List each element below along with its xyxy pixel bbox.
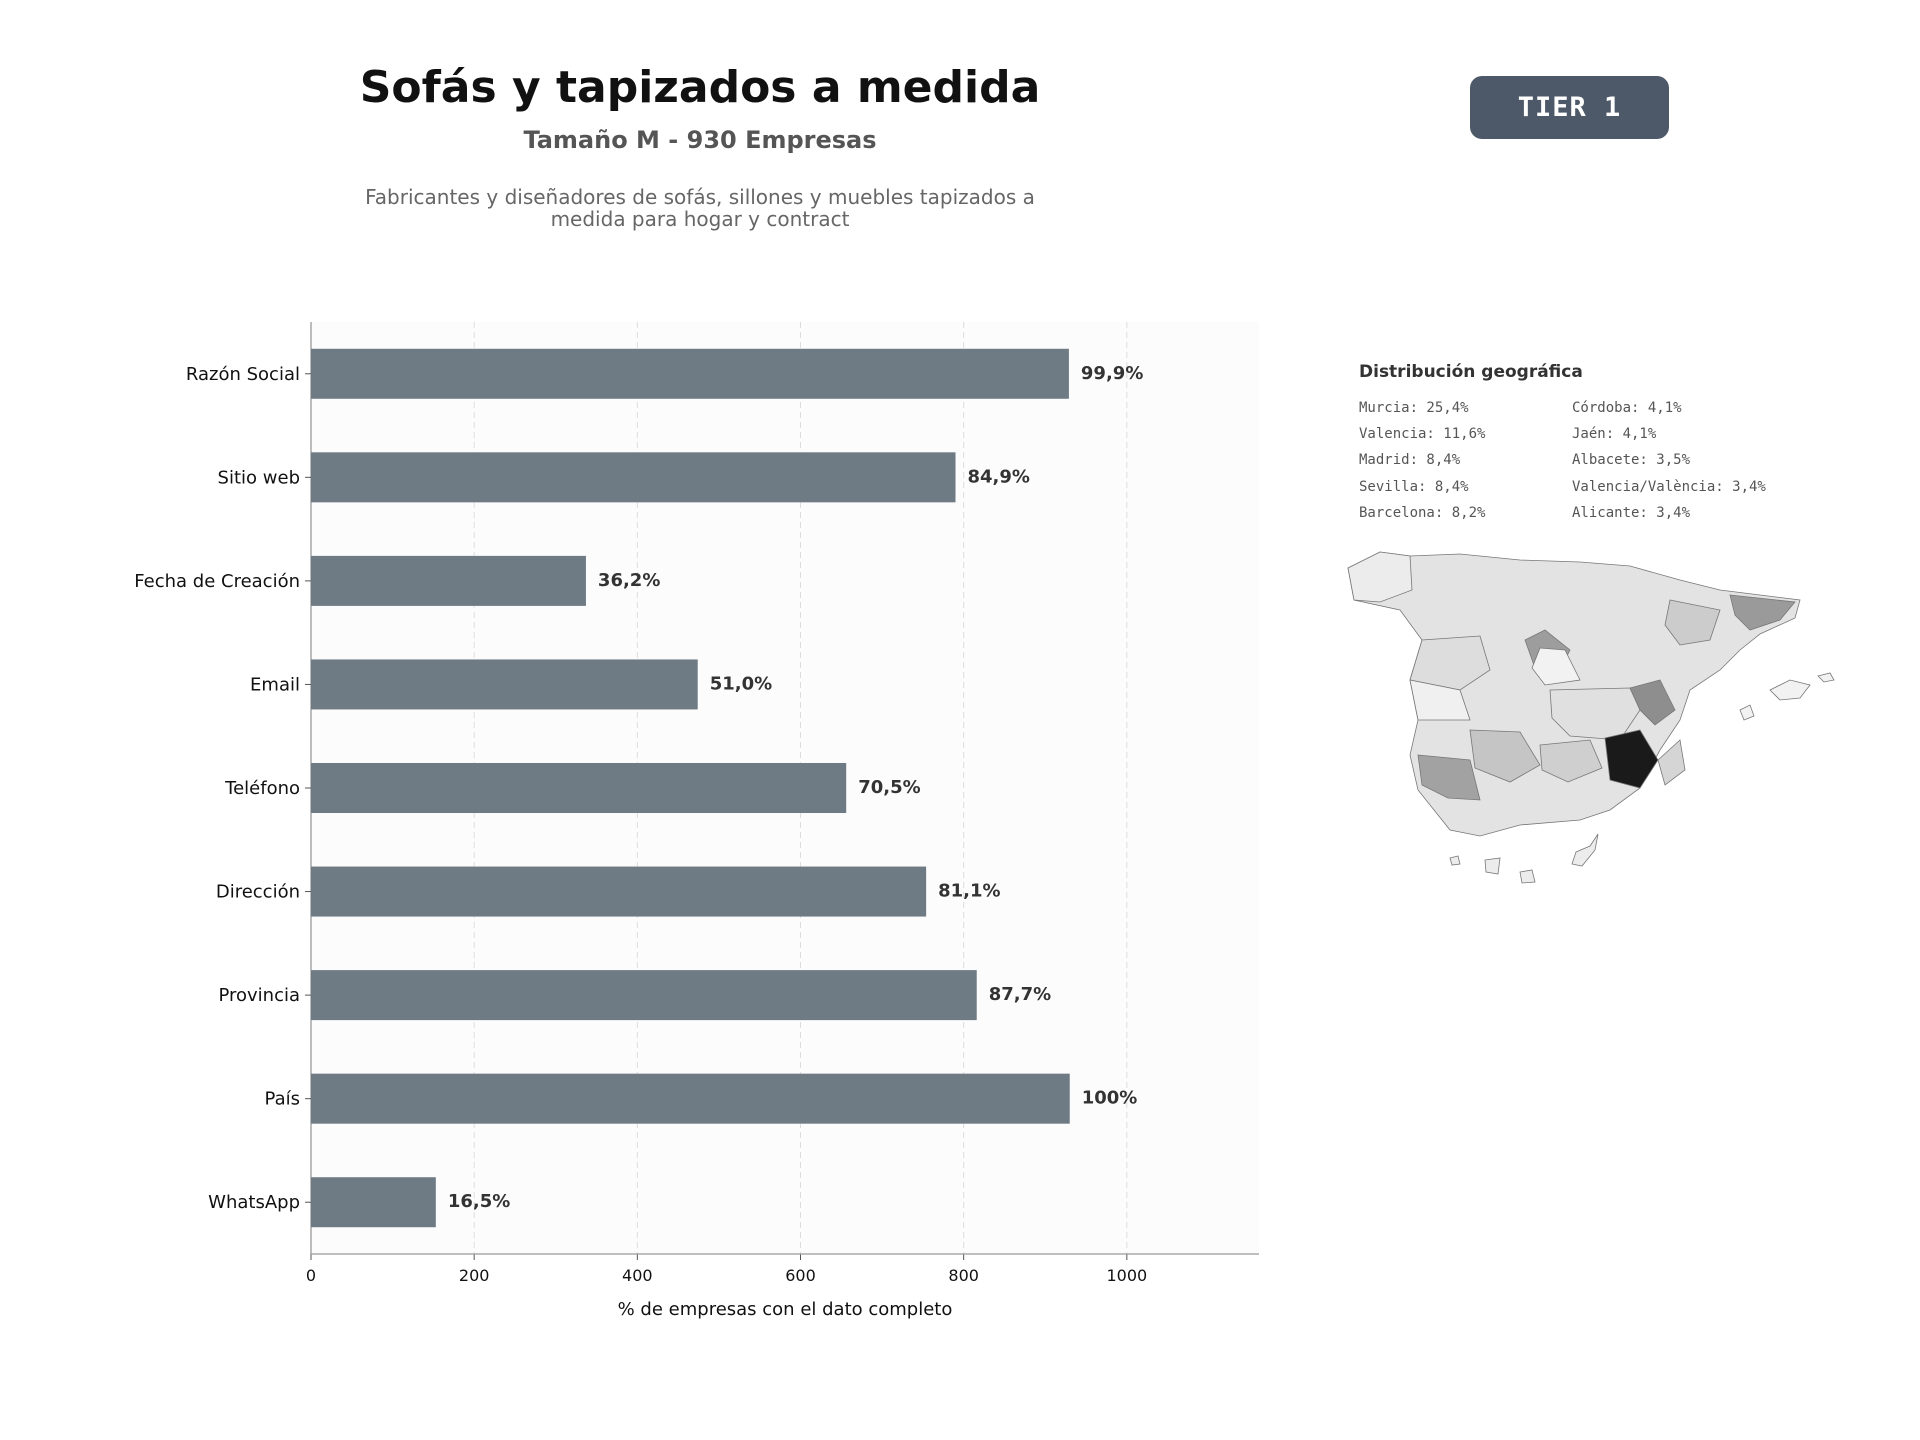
geo-item: Barcelona: 8,2% [1359, 505, 1486, 521]
geo-item: Valencia/València: 3,4% [1572, 479, 1766, 495]
map-region [1657, 739, 1686, 786]
x-tick-label: 0 [306, 1266, 316, 1285]
bar [311, 555, 586, 606]
x-tick-label: 1000 [1106, 1266, 1147, 1285]
map-region [1629, 679, 1676, 726]
data-label: 36,2% [598, 570, 660, 591]
map-region [1604, 729, 1659, 789]
bar [311, 763, 847, 813]
map-island [1739, 704, 1755, 721]
map-region [1409, 635, 1491, 691]
map-island [1449, 855, 1461, 866]
bar [311, 970, 977, 1021]
tier-badge: TIER 1 [1470, 76, 1669, 139]
x-tick-label: 800 [948, 1266, 979, 1285]
geo-item: Murcia: 25,4% [1359, 400, 1469, 416]
geo-item: Valencia: 11,6% [1359, 426, 1486, 442]
bar [311, 452, 956, 503]
data-label: 81,1% [938, 881, 1000, 902]
data-label: 87,7% [989, 984, 1051, 1005]
x-tick-label: 200 [459, 1266, 490, 1285]
y-tick-label: Teléfono [224, 778, 300, 799]
map-island [1769, 679, 1811, 701]
map-region [1664, 599, 1721, 646]
map-island [1519, 869, 1536, 884]
data-label: 99,9% [1081, 363, 1143, 384]
geo-item: Sevilla: 8,4% [1359, 479, 1469, 495]
y-tick-label: Razón Social [186, 364, 300, 385]
map-region [1539, 739, 1603, 783]
data-label: 84,9% [968, 466, 1030, 487]
data-label: 70,5% [858, 777, 920, 798]
map-region [1531, 647, 1581, 686]
bar [311, 659, 698, 710]
map-region [1409, 679, 1471, 721]
y-tick-label: Email [250, 674, 300, 695]
x-tick-label: 600 [785, 1266, 816, 1285]
data-label: 51,0% [710, 673, 772, 694]
bar [311, 1177, 436, 1228]
sector-description: Fabricantes y diseñadores de sofás, sill… [365, 185, 1035, 231]
map-island [1817, 672, 1835, 683]
map-region [1347, 551, 1413, 603]
data-label: 100% [1082, 1088, 1138, 1109]
map-island [1484, 857, 1501, 875]
y-tick-label: Fecha de Creación [134, 571, 300, 592]
map-region [1469, 729, 1541, 783]
data-label: 16,5% [448, 1191, 510, 1212]
y-tick-label: Provincia [218, 985, 300, 1006]
geo-item: Alicante: 3,4% [1572, 505, 1691, 521]
geo-distribution-title: Distribución geográfica [1359, 362, 1583, 382]
bar [311, 866, 927, 917]
x-axis-label: % de empresas con el dato completo [618, 1299, 953, 1320]
geo-item: Córdoba: 4,1% [1572, 400, 1682, 416]
chart-subtitle: Tamaño M - 930 Empresas [523, 126, 877, 154]
y-tick-label: WhatsApp [208, 1192, 300, 1213]
y-tick-label: País [265, 1089, 300, 1110]
bar [311, 348, 1069, 399]
map-region [1729, 594, 1796, 631]
geo-item: Albacete: 3,5% [1572, 452, 1691, 468]
geo-item: Madrid: 8,4% [1359, 452, 1461, 468]
y-tick-label: Sitio web [218, 467, 300, 488]
chart-title: Sofás y tapizados a medida [359, 62, 1041, 113]
y-tick-label: Dirección [216, 882, 300, 903]
bar [311, 1073, 1070, 1124]
map-region [1417, 754, 1481, 801]
geo-item: Jaén: 4,1% [1572, 426, 1657, 442]
x-tick-label: 400 [622, 1266, 653, 1285]
map-island [1571, 833, 1599, 867]
bar-chart: 0 200 400 600 800 1000 Razón Social 99,9% Sitio … [134, 322, 1259, 1320]
spain-province-map [1347, 551, 1835, 884]
